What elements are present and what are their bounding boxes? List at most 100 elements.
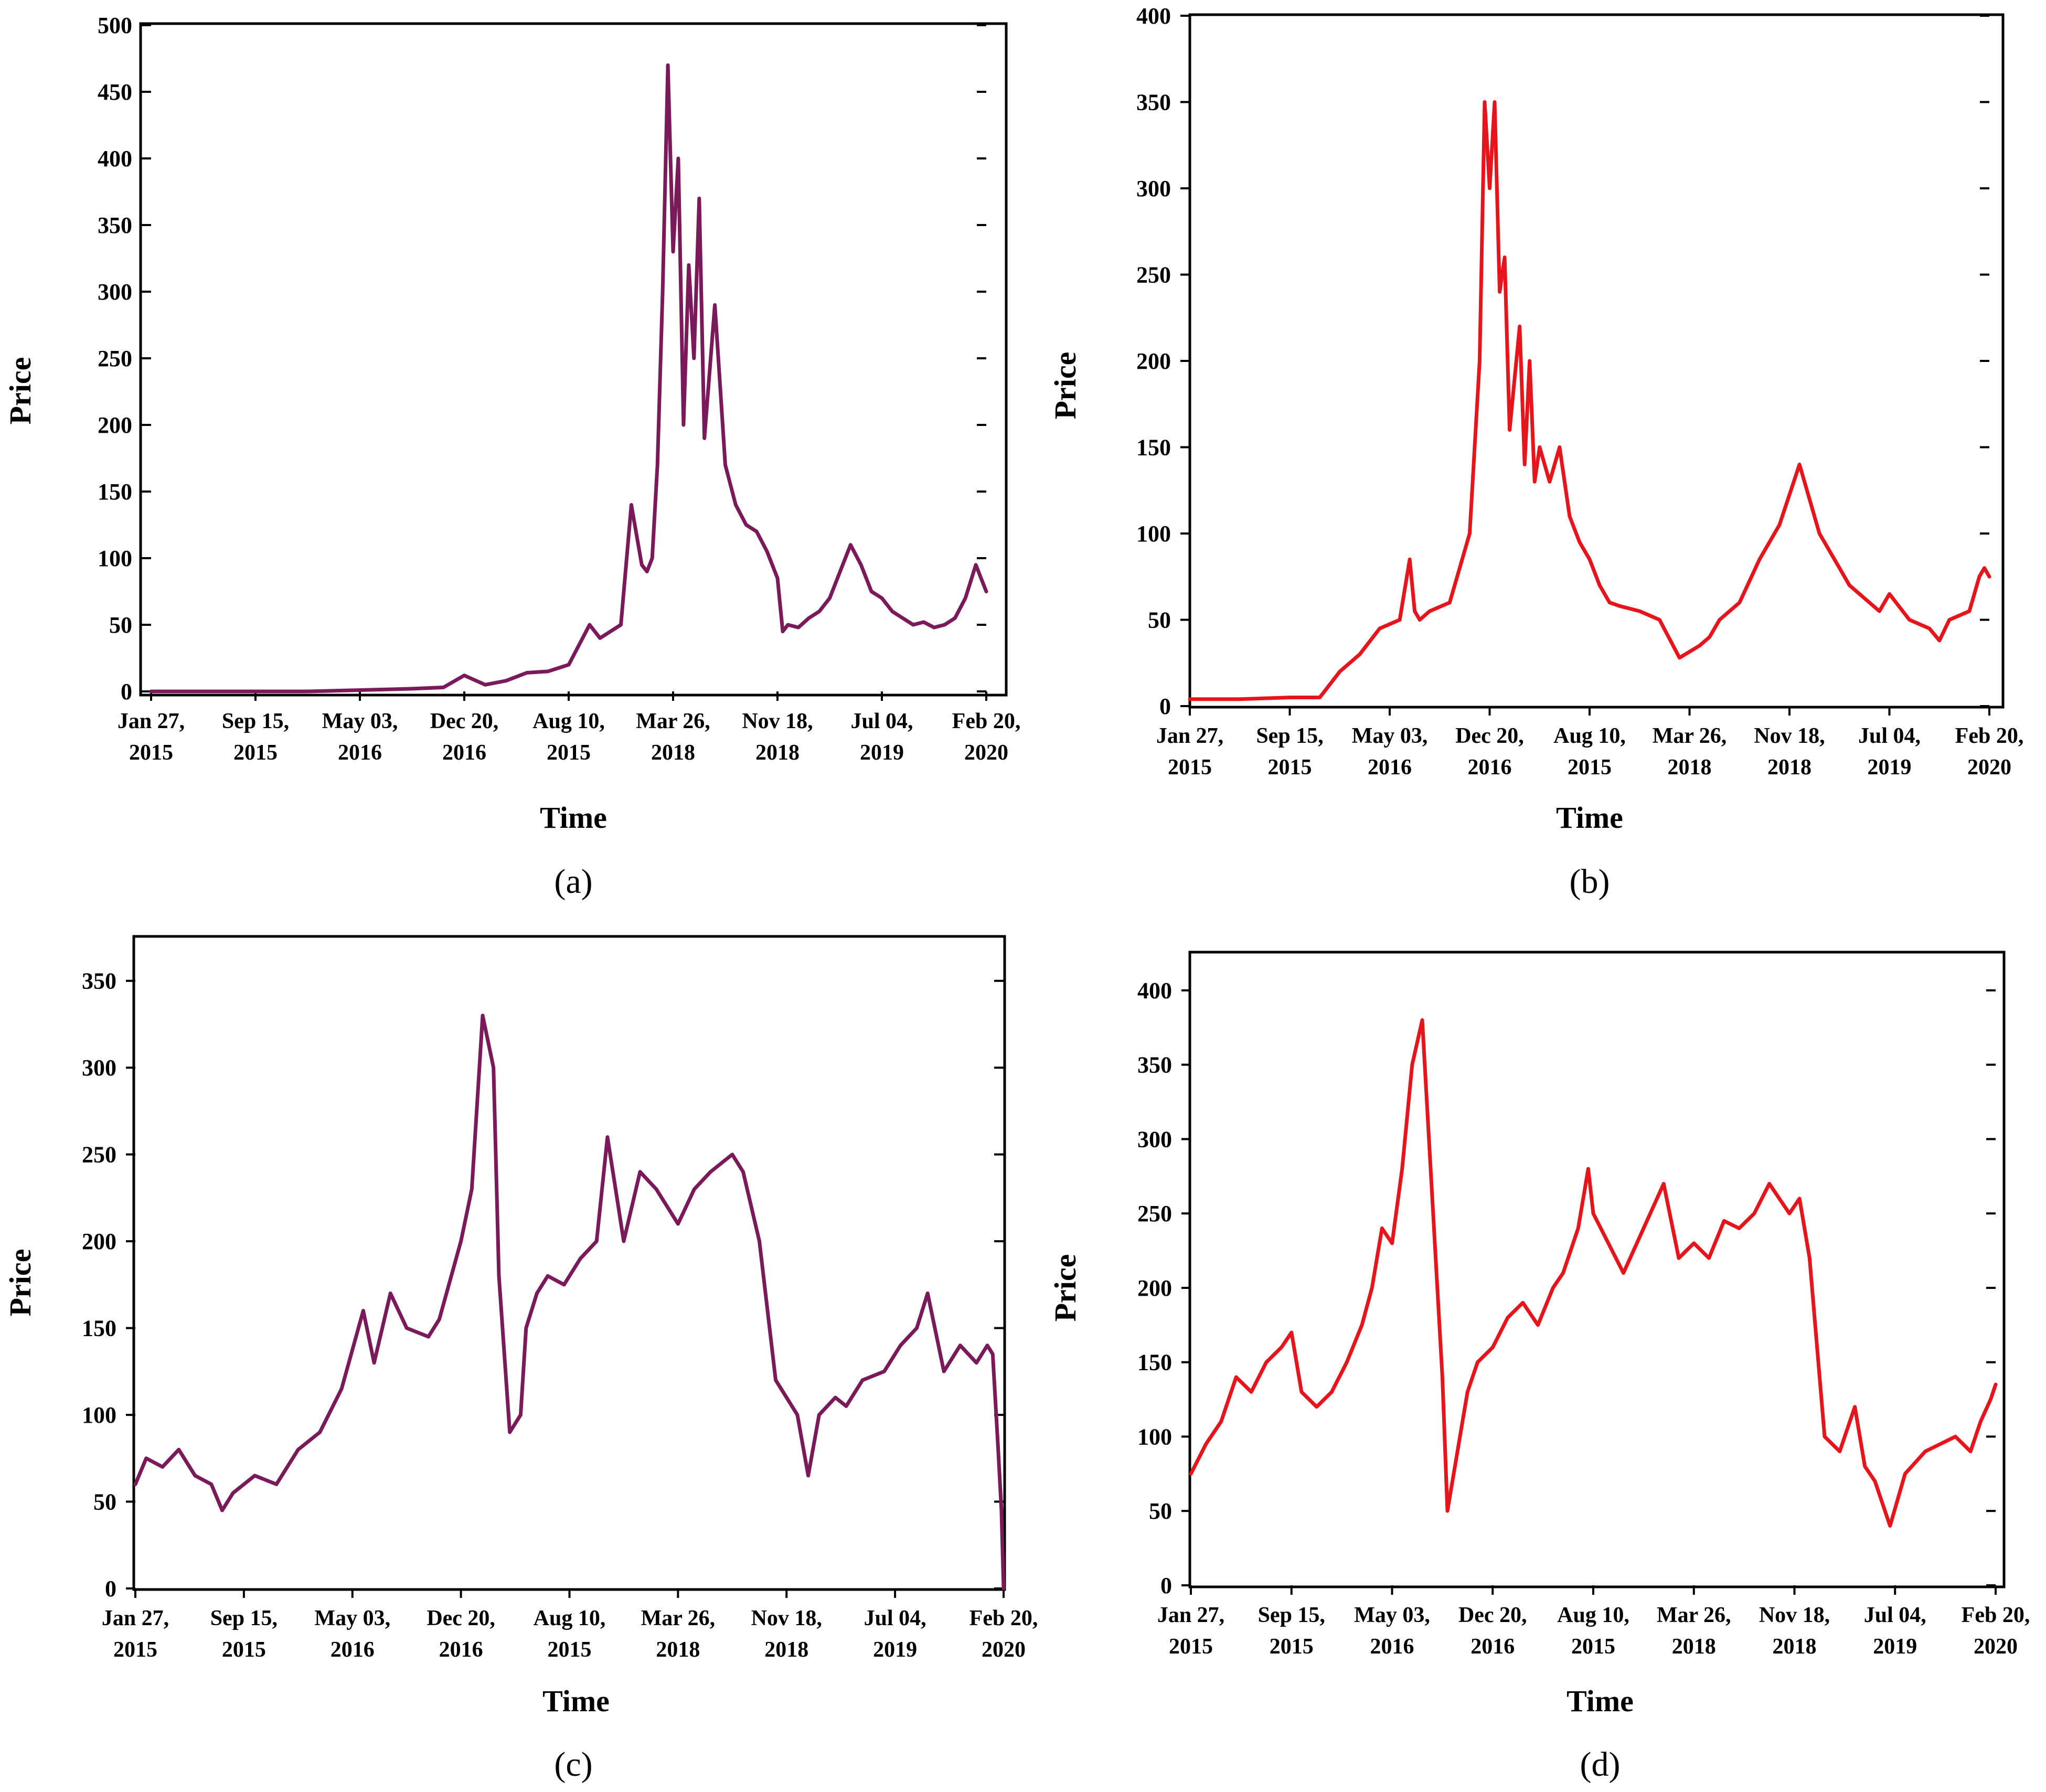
x-tick-label-year: 2016 [331, 1638, 375, 1662]
y-tick-label: 150 [1136, 435, 1171, 461]
panel-label-d: (d) [1580, 1745, 1621, 1784]
x-axis-title-b: Time [1556, 801, 1623, 835]
x-tick-label-year: 2019 [1873, 1635, 1917, 1659]
x-tick-label-year: 2016 [1370, 1635, 1414, 1659]
y-tick-label: 250 [1137, 1201, 1172, 1226]
x-tick-label-year: 2016 [1368, 755, 1412, 780]
x-tick-label-date: Nov 18, [1754, 724, 1825, 748]
y-tick-label: 50 [93, 1489, 116, 1515]
panel-a: Price 0 50 100 150 200 250 300 350 400 450 500 Jan… [3, 13, 1020, 901]
y-axis-title-a: Price [3, 357, 37, 425]
x-tick-label-date: Mar 26, [1657, 1603, 1731, 1627]
y-ticks-a: 0 50 100 150 200 250 300 350 400 450 500 [98, 13, 986, 705]
x-tick-label-date: Sep 15, [1258, 1603, 1325, 1627]
x-tick-label-date: Jan 27, [1156, 724, 1223, 748]
x-tick-label-year: 2016 [338, 741, 382, 765]
x-tick-label-date: Jan 27, [102, 1606, 169, 1630]
x-tick-label-date: Sep 15, [210, 1606, 278, 1630]
x-tick-label-date: May 03, [1352, 724, 1428, 748]
y-tick-label: 100 [82, 1402, 116, 1428]
x-tick-label-date: Aug 10, [532, 709, 605, 733]
price-series-line-d [1189, 1018, 1998, 1528]
x-tick-label-year: 2015 [1270, 1635, 1314, 1659]
y-tick-label: 300 [82, 1055, 116, 1081]
plot-frame-a [139, 22, 1008, 697]
x-tick-label-date: Jan 27, [118, 709, 185, 733]
x-axis-title-c: Time [542, 1684, 610, 1718]
panel-label-b: (b) [1570, 862, 1610, 901]
y-tick-label: 500 [98, 13, 132, 38]
y-tick-label: 350 [1137, 1052, 1172, 1078]
y-tick-label: 250 [98, 346, 132, 371]
x-tick-label-date: Nov 18, [742, 709, 813, 733]
x-tick-label-year: 2018 [656, 1638, 700, 1662]
y-tick-label: 0 [1159, 694, 1171, 719]
y-tick-label: 400 [98, 146, 132, 172]
x-tick-label-year: 2015 [113, 1638, 157, 1662]
y-tick-label: 200 [82, 1229, 116, 1254]
x-tick-label-year: 2020 [982, 1638, 1026, 1662]
x-ticks-b: Jan 27, 2015 Sep 15, 2015 May 03, 2016 Dec 20,… [1156, 706, 2024, 780]
x-tick-label-year: 2019 [860, 741, 904, 765]
x-tick-label-year: 2015 [1571, 1635, 1615, 1659]
y-tick-label: 100 [98, 546, 132, 571]
x-tick-label-year: 2016 [1470, 1635, 1515, 1659]
y-tick-label: 0 [121, 679, 132, 705]
x-tick-label-year: 2018 [1672, 1635, 1716, 1659]
x-tick-label-year: 2015 [1568, 755, 1612, 780]
x-tick-label-year: 2019 [873, 1638, 917, 1662]
y-tick-label: 100 [1137, 1424, 1172, 1449]
x-tick-label-date: Feb 20, [1962, 1603, 2030, 1627]
y-axis-title-d: Price [1048, 1254, 1082, 1322]
x-tick-label-year: 2015 [547, 741, 591, 765]
panel-d: Price 0 50 100 150 200 250 300 350 400 Jan 27, 20… [1048, 951, 2030, 1784]
x-tick-label-year: 2020 [1974, 1635, 2018, 1659]
y-tick-label: 150 [98, 479, 132, 505]
x-tick-label-date: Jul 04, [850, 709, 913, 733]
x-tick-label-year: 2018 [764, 1638, 808, 1662]
x-ticks-a: Jan 27, 2015 Sep 15, 2015 May 03, 2016 Dec 20,… [118, 691, 1021, 765]
x-tick-label-date: Nov 18, [751, 1606, 822, 1630]
price-series-line-c [133, 1014, 1006, 1591]
x-ticks-d: Jan 27, 2015 Sep 15, 2015 May 03, 2016 Dec 20,… [1157, 1585, 2030, 1659]
y-tick-label: 450 [98, 79, 132, 105]
y-tick-label: 150 [1137, 1350, 1172, 1375]
x-tick-label-year: 2015 [1168, 755, 1212, 780]
panel-c: Price 0 50 100 150 200 250 300 350 Jan 27, 2015 S… [3, 935, 1038, 1784]
y-tick-label: 200 [1136, 348, 1171, 374]
y-ticks-b: 0 50 100 150 200 250 300 350 400 [1136, 3, 1989, 719]
x-tick-label-year: 2016 [1468, 755, 1512, 780]
x-tick-label-date: May 03, [1354, 1603, 1430, 1627]
x-tick-label-date: Jul 04, [1858, 724, 1921, 748]
y-tick-label: 50 [1149, 1498, 1172, 1524]
y-tick-label: 250 [82, 1142, 116, 1168]
y-axis-title-b: Price [1048, 352, 1082, 420]
x-tick-label-date: Jul 04, [864, 1606, 926, 1630]
x-tick-label-date: Dec 20, [427, 1606, 495, 1630]
x-tick-label-date: Aug 10, [1557, 1603, 1629, 1627]
y-tick-label: 0 [1160, 1573, 1172, 1598]
x-axis-title-a: Time [540, 801, 607, 835]
x-tick-label-year: 2018 [755, 741, 800, 765]
x-tick-label-date: Feb 20, [1955, 724, 2024, 748]
y-tick-label: 350 [82, 968, 116, 994]
panel-b: Price 0 50 100 150 200 250 300 350 400 Jan 27, 20… [1048, 3, 2023, 901]
x-tick-label-year: 2020 [1967, 755, 2011, 780]
y-ticks-d: 0 50 100 150 200 250 300 350 400 [1137, 978, 1996, 1598]
x-tick-label-date: Aug 10, [1553, 724, 1626, 748]
x-tick-label-year: 2016 [439, 1638, 483, 1662]
y-axis-title-c: Price [3, 1249, 37, 1317]
panel-label-c: (c) [554, 1745, 592, 1784]
x-tick-label-year: 2018 [1773, 1635, 1817, 1659]
y-tick-label: 250 [1136, 262, 1171, 288]
x-tick-label-year: 2015 [1268, 755, 1312, 780]
x-tick-label-date: May 03, [322, 709, 398, 733]
y-tick-label: 350 [98, 212, 132, 238]
x-tick-label-date: Feb 20, [952, 709, 1021, 733]
x-tick-label-year: 2016 [442, 741, 486, 765]
x-tick-label-date: Dec 20, [430, 709, 499, 733]
y-tick-label: 300 [1137, 1126, 1172, 1152]
plot-frame-b [1188, 13, 2005, 709]
x-tick-label-date: May 03, [314, 1606, 390, 1630]
